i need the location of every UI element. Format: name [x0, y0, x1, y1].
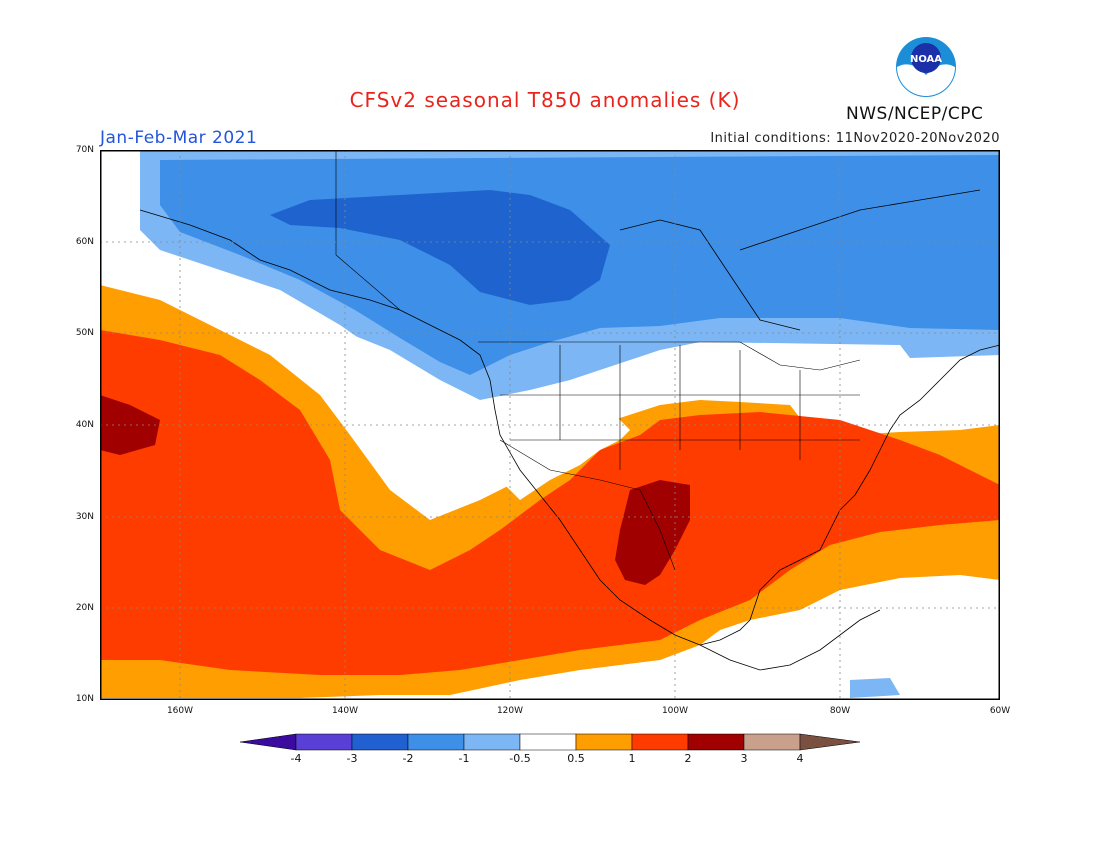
coastlines — [139, 189, 1000, 671]
scale-label: 2 — [684, 752, 692, 765]
scale-label: 4 — [796, 752, 804, 765]
lon-label: 140W — [331, 706, 359, 716]
lat-label: 10N — [75, 694, 94, 704]
logo-text: NOAA — [910, 54, 942, 65]
scale-label: 0.5 — [567, 752, 585, 765]
anomaly-map — [100, 150, 1000, 700]
lat-label: 60N — [75, 237, 94, 247]
scale-label: -3 — [346, 752, 358, 765]
lon-label: 120W — [496, 706, 524, 716]
lat-label: 40N — [75, 420, 94, 430]
scale-label: -2 — [402, 752, 414, 765]
borders — [335, 150, 861, 571]
scale-label: -0.5 — [509, 752, 531, 765]
gridlines — [100, 150, 1000, 700]
lat-label: 50N — [75, 328, 94, 338]
lat-label: 70N — [75, 145, 94, 155]
scale-label: 3 — [740, 752, 748, 765]
forecast-period: Jan-Feb-Mar 2021 — [100, 128, 258, 148]
color-scale-bar — [240, 733, 860, 751]
lat-label: 30N — [75, 512, 94, 522]
scale-label: -4 — [290, 752, 302, 765]
scale-label: 1 — [628, 752, 636, 765]
noaa-logo-icon: NOAA — [896, 37, 956, 97]
chart-title: CFSv2 seasonal T850 anomalies (K) — [349, 88, 741, 112]
lon-label: 80W — [829, 706, 851, 716]
lon-label: 160W — [166, 706, 194, 716]
anomaly-fields — [100, 150, 1000, 700]
lon-label: 100W — [661, 706, 689, 716]
scale-label: -1 — [458, 752, 470, 765]
lat-label: 20N — [75, 603, 94, 613]
agency-label: NWS/NCEP/CPC — [846, 104, 984, 124]
lon-label: 60W — [989, 706, 1011, 716]
initial-conditions: Initial conditions: 11Nov2020-20Nov2020 — [710, 131, 1000, 146]
